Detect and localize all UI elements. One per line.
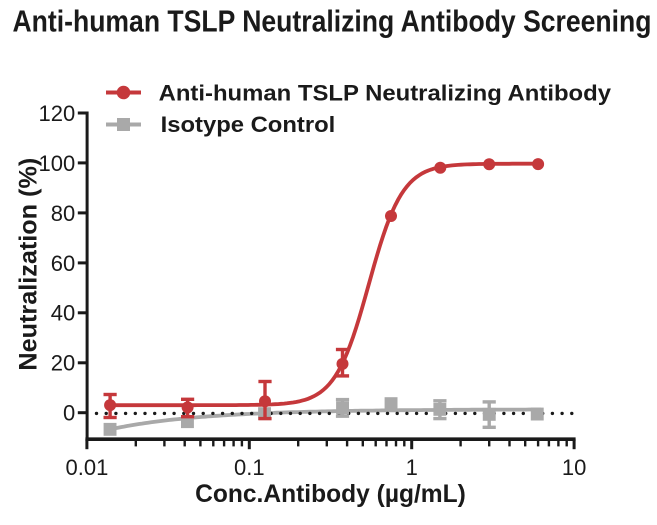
svg-text:40: 40	[51, 301, 75, 326]
svg-text:0.1: 0.1	[234, 455, 265, 480]
svg-text:80: 80	[51, 201, 75, 226]
svg-text:Isotype Control: Isotype Control	[161, 112, 336, 137]
svg-text:Anti-human TSLP Neutralizing A: Anti-human TSLP Neutralizing Antibody	[159, 81, 612, 106]
svg-text:100: 100	[38, 151, 75, 176]
svg-text:10: 10	[562, 455, 586, 480]
svg-text:Neutralization (%): Neutralization (%)	[15, 158, 43, 371]
svg-text:0.01: 0.01	[65, 455, 108, 480]
svg-text:120: 120	[38, 101, 75, 126]
svg-text:1: 1	[406, 455, 418, 480]
svg-text:20: 20	[51, 351, 75, 376]
svg-text:Anti-human TSLP Neutralizing A: Anti-human TSLP Neutralizing Antibody Sc…	[13, 4, 652, 39]
svg-text:Conc.Antibody (µg/mL): Conc.Antibody (µg/mL)	[195, 480, 466, 508]
svg-text:0: 0	[63, 401, 75, 426]
svg-text:60: 60	[51, 251, 75, 276]
